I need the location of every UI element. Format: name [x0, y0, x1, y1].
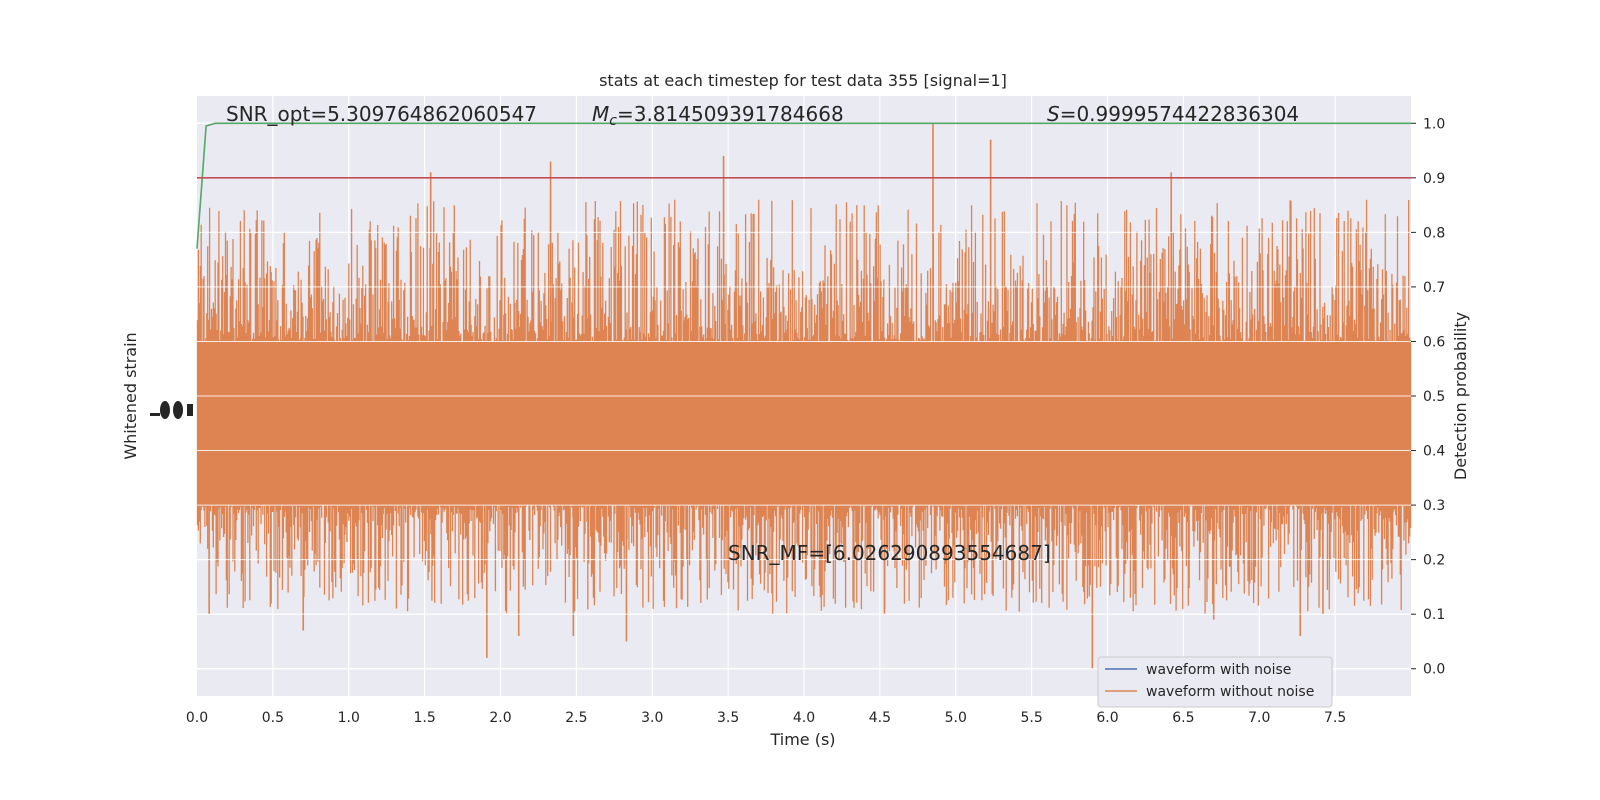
x-tick-label: 1.5 — [413, 710, 435, 726]
x-axis-label: Time (s) — [769, 730, 835, 749]
x-tick-label: 7.5 — [1324, 710, 1346, 726]
y-tick-label: 0.3 — [1423, 498, 1445, 514]
x-tick-label: 4.5 — [869, 710, 891, 726]
y-tick-label: 0.8 — [1423, 225, 1445, 241]
x-tick-label: 0.5 — [262, 710, 284, 726]
probability-lines — [196, 122, 1411, 249]
x-tick-label: 1.0 — [338, 710, 360, 726]
s-symbol: S — [1047, 102, 1060, 126]
x-tick-label: 5.5 — [1020, 710, 1042, 726]
x-tick-label: 6.5 — [1172, 710, 1194, 726]
mc-annotation: Mc=3.814509391784668 — [592, 102, 844, 129]
y-right-axis-label: Detection probability — [1451, 312, 1470, 480]
x-tick-label: 7.0 — [1248, 710, 1270, 726]
snr-opt-annotation: SNR_opt=5.309764862060547 — [226, 102, 537, 126]
x-ticks: 0.0 0.5 1.0 1.5 2.0 2.5 3.0 3.5 4.0 4.5 5.0 5.5 6.0 6… — [186, 710, 1346, 726]
waveform-without-noise-band — [196, 122, 1412, 670]
mc-symbol: M — [592, 102, 609, 126]
left-tick-blob — [150, 413, 160, 416]
x-tick-label: 5.0 — [945, 710, 967, 726]
x-tick-label: 2.5 — [565, 710, 587, 726]
legend-label-without-noise: waveform without noise — [1146, 684, 1314, 700]
snr-mf-annotation: SNR_MF=[6.026290893554687] — [728, 541, 1051, 565]
y-left-axis-label: Whitened strain — [121, 332, 140, 459]
detection-probability-line — [196, 122, 1411, 249]
y-tick-label: 0.2 — [1423, 553, 1445, 569]
x-tick-label: 3.0 — [641, 710, 663, 726]
s-annotation: S=0.9999574422836304 — [1047, 102, 1299, 126]
y-tick-label: 0.9 — [1423, 171, 1445, 187]
y-tick-label: 0.4 — [1423, 444, 1445, 460]
noise-core — [197, 346, 1411, 500]
x-tick-label: 0.0 — [186, 710, 208, 726]
x-tick-label: 2.0 — [489, 710, 511, 726]
y-right-ticks: 0.0 0.1 0.2 0.3 0.4 0.5 0.6 0.7 0.8 0.9 1.0 — [1411, 116, 1445, 678]
x-tick-label: 6.0 — [1096, 710, 1118, 726]
y-tick-label: 0.7 — [1423, 280, 1445, 296]
x-tick-label: 4.0 — [793, 710, 815, 726]
chart-title: stats at each timestep for test data 355… — [599, 71, 1007, 90]
y-tick-label: 1.0 — [1423, 116, 1445, 132]
left-axis-overlapping-ticks — [150, 401, 193, 419]
y-tick-label: 0.6 — [1423, 334, 1445, 350]
s-value: =0.9999574422836304 — [1060, 102, 1299, 126]
legend-box — [1097, 656, 1333, 708]
mc-value: =3.814509391784668 — [617, 102, 844, 126]
left-tick-blob — [160, 401, 170, 419]
mc-subscript: c — [609, 113, 617, 129]
y-tick-label: 0.0 — [1423, 662, 1445, 678]
left-tick-blob — [187, 404, 193, 416]
left-tick-blob — [173, 401, 183, 419]
x-tick-label: 3.5 — [717, 710, 739, 726]
legend-label-with-noise: waveform with noise — [1146, 662, 1291, 678]
y-tick-label: 0.1 — [1423, 607, 1445, 623]
y-tick-label: 0.5 — [1423, 389, 1445, 405]
legend: waveform with noise waveform without noi… — [1097, 656, 1333, 708]
